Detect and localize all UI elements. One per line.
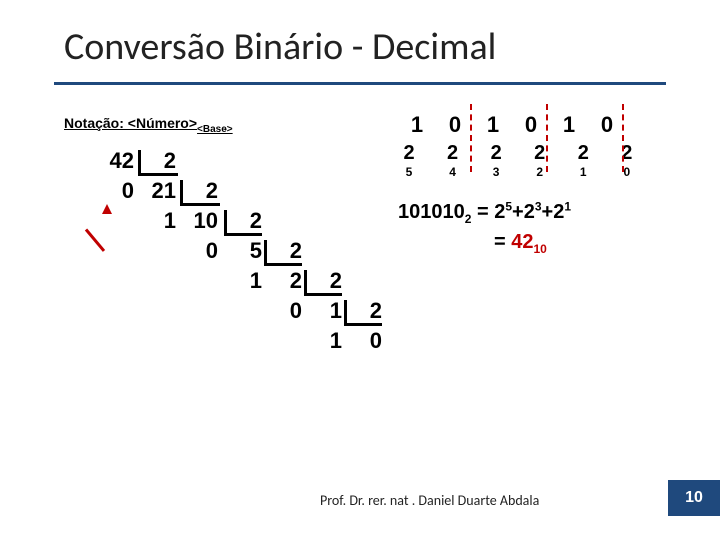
pow-1: 21 [564, 142, 602, 190]
notation-prefix: Notação: <Número> [64, 115, 197, 131]
stair-cell: 0 [182, 238, 218, 264]
stair-divider [180, 180, 220, 206]
stair-cell: 1 [306, 298, 342, 324]
group-separator [546, 104, 548, 172]
stair-cell: 21 [140, 178, 176, 204]
group-separator [470, 104, 472, 172]
bit-3: 1 [474, 112, 512, 138]
stair-cell: 1 [306, 328, 342, 354]
arrow-head-icon [102, 204, 112, 214]
equation-line1: 1010102 = 25+23+21 [398, 198, 571, 228]
stair-cell: 1 [140, 208, 176, 234]
stair-cell: 5 [226, 238, 262, 264]
powers-row: 25 24 23 22 21 20 [390, 142, 646, 190]
notation-base: <Base> [197, 124, 233, 135]
stair-divider [344, 300, 382, 326]
conversion-equation: 1010102 = 25+23+21 = 4210 [398, 198, 571, 258]
bit-1: 1 [550, 112, 588, 138]
group-separator [622, 104, 624, 172]
equation-line2: = 4210 [398, 228, 571, 258]
stair-divider [224, 210, 262, 236]
bit-5: 1 [398, 112, 436, 138]
arrow-shaft [85, 229, 105, 252]
stair-divider [138, 150, 178, 176]
footer-author: Prof. Dr. rer. nat . Daniel Duarte Abdal… [320, 492, 539, 509]
bit-4: 0 [436, 112, 474, 138]
stair-cell: 42 [98, 148, 134, 174]
stair-cell: 2 [266, 268, 302, 294]
pow-0: 20 [608, 142, 646, 190]
slide-title: Conversão Binário - Decimal [0, 0, 720, 80]
stair-cell: 0 [98, 178, 134, 204]
page-number: 10 [668, 480, 720, 516]
title-underline [54, 82, 666, 85]
stair-divider [304, 270, 342, 296]
bit-2: 0 [512, 112, 550, 138]
pow-3: 23 [477, 142, 515, 190]
pow-4: 24 [434, 142, 472, 190]
stair-cell: 1 [226, 268, 262, 294]
stair-cell: 0 [346, 328, 382, 354]
bit-0: 0 [588, 112, 626, 138]
stair-cell: 0 [266, 298, 302, 324]
pow-5: 25 [390, 142, 428, 190]
stair-cell: 10 [182, 208, 218, 234]
binary-bits-row: 101010 [398, 112, 626, 138]
pow-2: 22 [521, 142, 559, 190]
notation-label: Notação: <Número><Base> [64, 115, 233, 135]
stair-divider [264, 240, 302, 266]
